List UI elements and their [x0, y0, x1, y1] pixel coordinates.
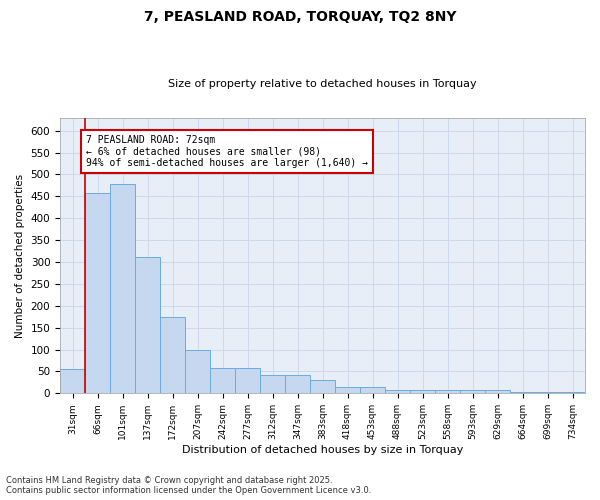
X-axis label: Distribution of detached houses by size in Torquay: Distribution of detached houses by size …	[182, 445, 463, 455]
Bar	[310, 380, 335, 394]
Bar	[135, 257, 160, 394]
Bar	[60, 370, 85, 394]
Bar	[160, 316, 185, 394]
Title: Size of property relative to detached houses in Torquay: Size of property relative to detached ho…	[168, 79, 477, 89]
Bar	[110, 184, 135, 394]
Bar	[560, 392, 585, 394]
Bar	[535, 392, 560, 394]
Bar	[435, 390, 460, 394]
Bar	[235, 368, 260, 394]
Bar	[510, 392, 535, 394]
Text: Contains HM Land Registry data © Crown copyright and database right 2025.
Contai: Contains HM Land Registry data © Crown c…	[6, 476, 371, 495]
Bar	[285, 374, 310, 394]
Y-axis label: Number of detached properties: Number of detached properties	[15, 174, 25, 338]
Bar	[260, 374, 285, 394]
Bar	[460, 390, 485, 394]
Bar	[335, 387, 360, 394]
Text: 7, PEASLAND ROAD, TORQUAY, TQ2 8NY: 7, PEASLAND ROAD, TORQUAY, TQ2 8NY	[144, 10, 456, 24]
Bar	[85, 194, 110, 394]
Bar	[410, 390, 435, 394]
Bar	[360, 387, 385, 394]
Text: 7 PEASLAND ROAD: 72sqm
← 6% of detached houses are smaller (98)
94% of semi-deta: 7 PEASLAND ROAD: 72sqm ← 6% of detached …	[86, 135, 368, 168]
Bar	[485, 390, 510, 394]
Bar	[385, 390, 410, 394]
Bar	[185, 350, 210, 394]
Bar	[210, 368, 235, 394]
